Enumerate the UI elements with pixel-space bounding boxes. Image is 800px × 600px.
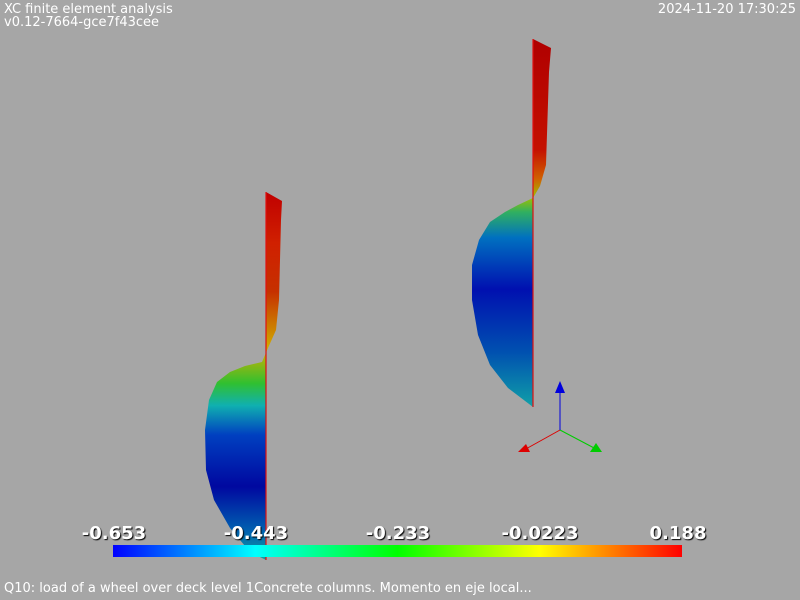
x-axis-line: [523, 429, 561, 451]
load-case-caption: Q10: load of a wheel over deck level 1Co…: [4, 581, 532, 596]
colorbar-label-0: -0.653: [81, 523, 147, 544]
render-timestamp: 2024-11-20 17:30:25: [657, 2, 796, 17]
y-axis-arrow-icon: [590, 443, 602, 452]
axes-triad: [518, 381, 602, 452]
app-version: v0.12-7664-gce7f43cee: [4, 15, 160, 30]
right-column-moment-diagram: [472, 39, 551, 407]
left-diagram-fill: [205, 192, 282, 560]
app-title: XC finite element analysis: [4, 2, 173, 17]
colorbar-label-3: -0.0223: [501, 523, 579, 544]
z-axis-arrow-icon: [555, 381, 565, 393]
colorbar-label-1: -0.443: [223, 523, 289, 544]
right-diagram-fill: [472, 39, 551, 407]
y-axis-line: [559, 429, 597, 450]
left-column-moment-diagram: [205, 192, 282, 560]
colorbar-label-4: 0.188: [649, 523, 707, 544]
color-scale-bar: [113, 545, 682, 557]
colorbar-label-2: -0.233: [365, 523, 431, 544]
x-axis-arrow-icon: [518, 444, 530, 452]
